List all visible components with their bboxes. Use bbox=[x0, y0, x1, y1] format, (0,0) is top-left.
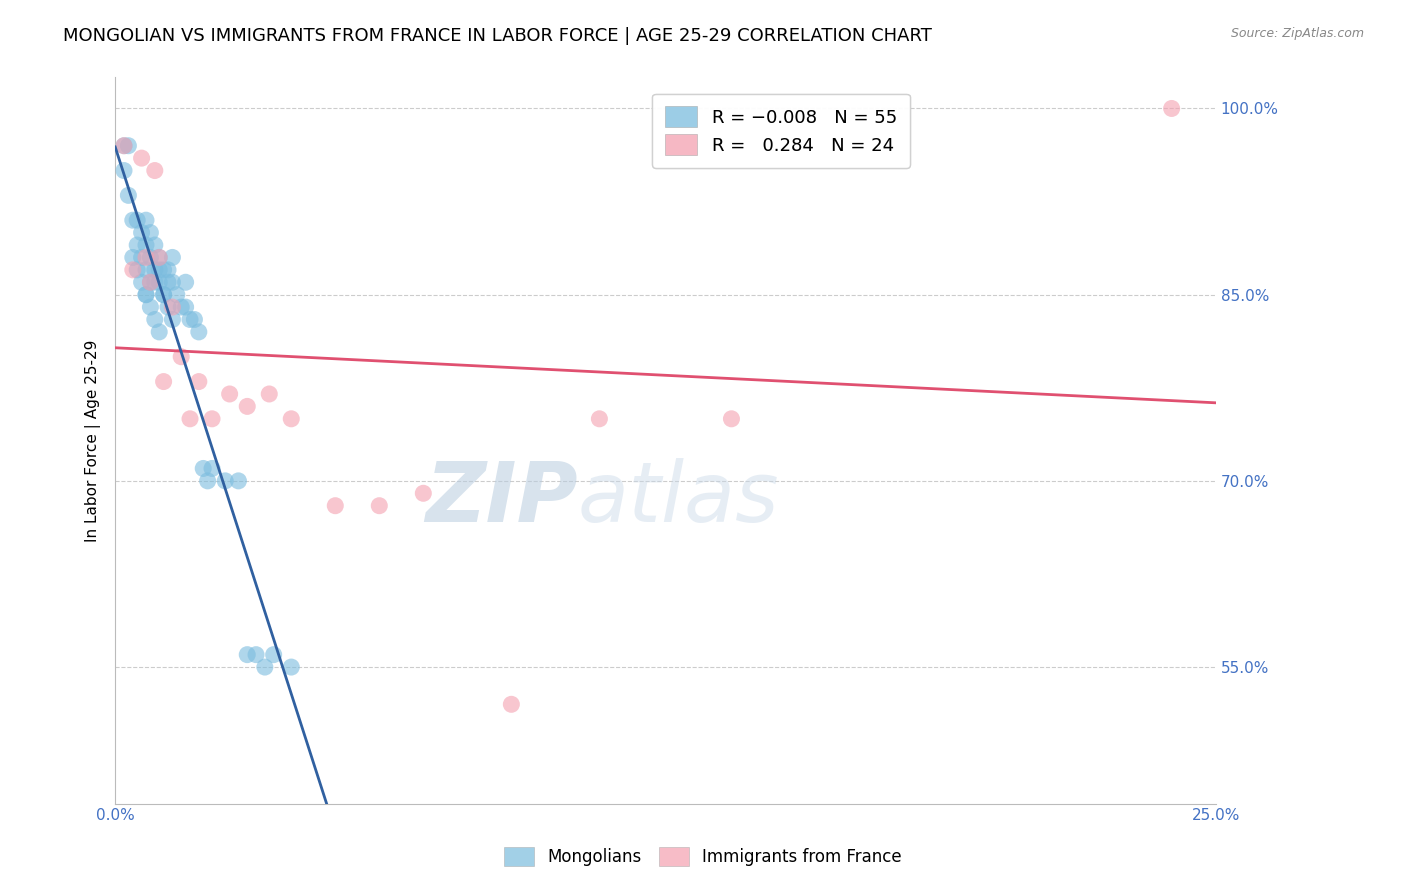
Point bbox=[236, 648, 259, 662]
Point bbox=[112, 138, 135, 153]
Point bbox=[236, 400, 259, 414]
Point bbox=[121, 263, 143, 277]
Point bbox=[152, 287, 174, 301]
Point bbox=[280, 412, 302, 426]
Point bbox=[152, 263, 174, 277]
Point bbox=[183, 312, 205, 326]
Point bbox=[156, 263, 179, 277]
Point bbox=[139, 251, 162, 265]
Point bbox=[131, 251, 153, 265]
Point bbox=[135, 263, 157, 277]
Point bbox=[148, 251, 170, 265]
Point bbox=[412, 486, 434, 500]
Point bbox=[135, 287, 157, 301]
Point bbox=[143, 238, 166, 252]
Point bbox=[131, 275, 153, 289]
Point bbox=[280, 660, 302, 674]
Point bbox=[214, 474, 236, 488]
Point bbox=[259, 387, 281, 401]
Point bbox=[112, 163, 135, 178]
Point bbox=[135, 238, 157, 252]
Point bbox=[121, 213, 143, 227]
Point bbox=[162, 312, 184, 326]
Point bbox=[135, 213, 157, 227]
Point bbox=[720, 412, 742, 426]
Point bbox=[179, 312, 201, 326]
Text: ZIP: ZIP bbox=[425, 458, 578, 539]
Point bbox=[501, 698, 523, 712]
Point bbox=[156, 300, 179, 314]
Point bbox=[127, 213, 149, 227]
Y-axis label: In Labor Force | Age 25-29: In Labor Force | Age 25-29 bbox=[86, 339, 101, 541]
Point bbox=[197, 474, 219, 488]
Point bbox=[1160, 102, 1182, 116]
Point bbox=[143, 275, 166, 289]
Text: atlas: atlas bbox=[578, 458, 779, 539]
Legend: R = −0.008   N = 55, R =   0.284   N = 24: R = −0.008 N = 55, R = 0.284 N = 24 bbox=[652, 94, 910, 168]
Point bbox=[112, 138, 135, 153]
Point bbox=[368, 499, 391, 513]
Point bbox=[127, 263, 149, 277]
Point bbox=[174, 275, 197, 289]
Point bbox=[162, 251, 184, 265]
Legend: Mongolians, Immigrants from France: Mongolians, Immigrants from France bbox=[496, 838, 910, 875]
Point bbox=[117, 138, 139, 153]
Point bbox=[263, 648, 285, 662]
Point bbox=[131, 226, 153, 240]
Point bbox=[218, 387, 240, 401]
Point bbox=[139, 275, 162, 289]
Point bbox=[253, 660, 276, 674]
Point bbox=[201, 461, 224, 475]
Point bbox=[139, 226, 162, 240]
Point bbox=[187, 325, 209, 339]
Point bbox=[117, 188, 139, 202]
Point bbox=[179, 412, 201, 426]
Point bbox=[162, 275, 184, 289]
Point bbox=[193, 461, 215, 475]
Point bbox=[162, 300, 184, 314]
Point bbox=[148, 275, 170, 289]
Point bbox=[143, 163, 166, 178]
Point bbox=[187, 375, 209, 389]
Point bbox=[174, 300, 197, 314]
Point bbox=[131, 151, 153, 165]
Point bbox=[152, 287, 174, 301]
Point bbox=[170, 300, 193, 314]
Point bbox=[148, 263, 170, 277]
Point bbox=[170, 350, 193, 364]
Text: Source: ZipAtlas.com: Source: ZipAtlas.com bbox=[1230, 27, 1364, 40]
Point bbox=[148, 325, 170, 339]
Point bbox=[228, 474, 250, 488]
Point bbox=[156, 275, 179, 289]
Point bbox=[166, 287, 188, 301]
Point bbox=[139, 300, 162, 314]
Point bbox=[121, 251, 143, 265]
Text: MONGOLIAN VS IMMIGRANTS FROM FRANCE IN LABOR FORCE | AGE 25-29 CORRELATION CHART: MONGOLIAN VS IMMIGRANTS FROM FRANCE IN L… bbox=[63, 27, 932, 45]
Point bbox=[148, 251, 170, 265]
Point bbox=[139, 275, 162, 289]
Point bbox=[135, 287, 157, 301]
Point bbox=[135, 251, 157, 265]
Point bbox=[323, 499, 346, 513]
Point bbox=[143, 312, 166, 326]
Point bbox=[127, 238, 149, 252]
Point bbox=[152, 375, 174, 389]
Point bbox=[245, 648, 267, 662]
Point bbox=[588, 412, 610, 426]
Point bbox=[143, 263, 166, 277]
Point bbox=[201, 412, 224, 426]
